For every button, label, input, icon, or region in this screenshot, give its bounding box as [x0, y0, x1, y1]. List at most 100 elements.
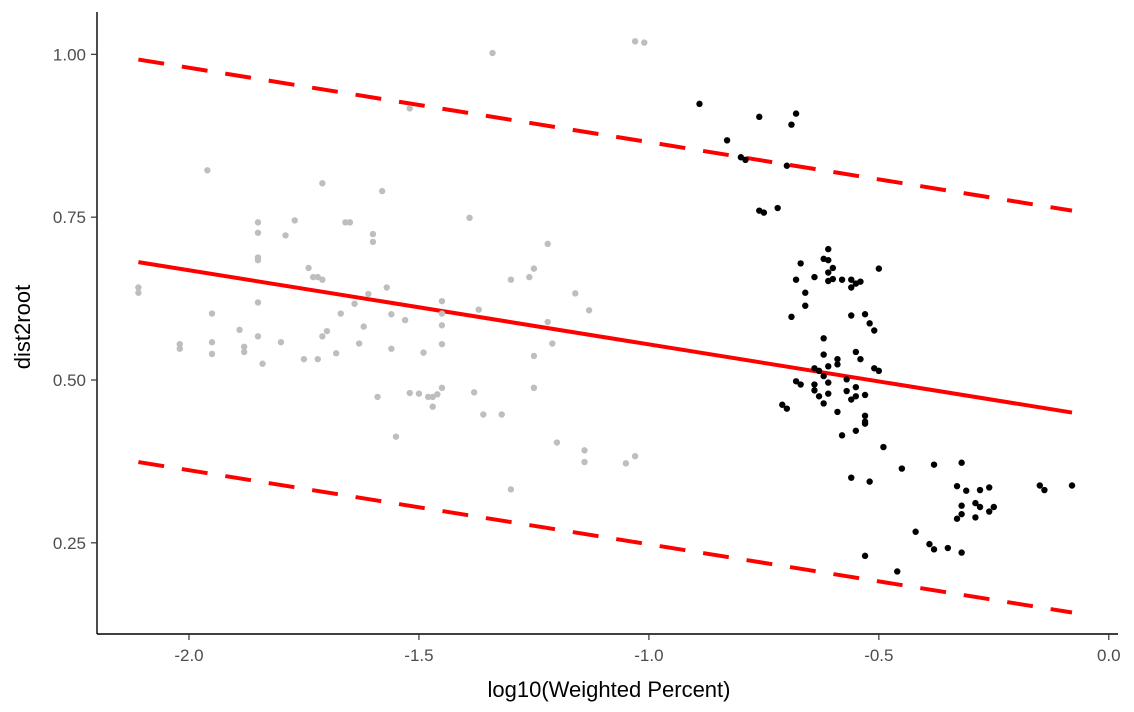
- black-data-point: [788, 121, 795, 128]
- gray-data-point: [319, 333, 326, 340]
- black-data-point: [834, 408, 841, 416]
- black-data-point: [811, 387, 818, 394]
- y-tick-label: 1.00: [53, 45, 86, 64]
- gray-data-point: [337, 310, 344, 317]
- black-data-point: [825, 245, 832, 253]
- gray-data-point: [489, 49, 496, 57]
- black-data-point: [838, 432, 846, 439]
- gray-data-point: [581, 447, 588, 454]
- gray-data-point: [319, 180, 326, 187]
- black-data-point: [953, 515, 961, 522]
- axes: [96, 12, 1118, 635]
- black-data-point: [811, 273, 818, 281]
- gray-data-point: [365, 290, 372, 298]
- x-tick-label: -1.0: [634, 646, 663, 665]
- black-data-point: [820, 335, 827, 342]
- gray-data-point: [176, 340, 183, 348]
- fit-line: [138, 260, 1073, 415]
- black-data-point: [820, 400, 827, 407]
- black-data-point: [930, 546, 938, 553]
- black-data-point: [843, 387, 850, 395]
- black-data-point: [1036, 482, 1044, 489]
- black-data-point: [760, 209, 768, 216]
- black-data-point: [852, 348, 860, 356]
- black-data-point: [742, 156, 749, 164]
- x-tick-label: -0.5: [864, 646, 893, 665]
- gray-data-point: [572, 290, 579, 297]
- gray-data-point: [314, 355, 321, 363]
- black-data-point: [792, 276, 800, 283]
- gray-data-point: [526, 273, 533, 281]
- black-data-point: [825, 390, 832, 397]
- black-data-point: [857, 355, 864, 363]
- gray-data-point: [240, 348, 248, 356]
- black-data-point: [990, 503, 998, 511]
- gray-data-point: [135, 284, 142, 291]
- gray-data-point: [415, 390, 423, 397]
- black-data-point: [848, 284, 855, 291]
- black-data-point: [861, 311, 869, 318]
- gray-data-point: [319, 276, 326, 283]
- gray-data-point: [176, 345, 183, 352]
- black-data-point: [802, 302, 809, 309]
- black-data-point: [866, 478, 873, 485]
- black-data-point: [986, 484, 993, 491]
- gray-data-point: [208, 339, 216, 346]
- black-data-point: [958, 459, 965, 466]
- y-tick-label: 0.25: [53, 534, 86, 553]
- x-tick-label: -1.5: [404, 646, 433, 665]
- gray-data-point: [622, 460, 630, 467]
- black-data-point: [875, 367, 883, 375]
- gray-data-point: [388, 311, 395, 318]
- black-data-point: [880, 443, 887, 451]
- gray-data-point: [369, 238, 377, 246]
- black-data-point: [852, 383, 860, 391]
- gray-data-point: [553, 439, 561, 446]
- black-data-point: [802, 289, 809, 296]
- gray-data-point: [282, 232, 289, 239]
- black-data-point: [783, 162, 791, 169]
- gray-data-point: [360, 323, 367, 330]
- gray-data-point: [378, 187, 386, 195]
- gray-data-point: [429, 403, 436, 410]
- band-line-1: [138, 57, 1073, 213]
- gray-data-point: [254, 333, 262, 340]
- gray-data-point: [309, 273, 317, 281]
- gray-data-point: [204, 167, 211, 174]
- gray-data-point: [507, 486, 515, 493]
- black-data-point: [820, 351, 827, 358]
- gray-data-point: [305, 264, 312, 272]
- black-data-point: [875, 265, 883, 272]
- black-data-point: [774, 204, 781, 212]
- black-data-point: [834, 355, 841, 363]
- gray-data-point: [355, 340, 363, 347]
- gray-data-point: [208, 350, 216, 358]
- black-data-point: [930, 461, 938, 468]
- gray-data-point: [236, 326, 243, 334]
- black-data-point: [829, 264, 837, 272]
- gray-data-point: [254, 299, 262, 306]
- gray-data-point: [470, 389, 478, 396]
- gray-data-point: [342, 219, 349, 226]
- gray-data-point: [383, 284, 390, 291]
- gray-data-point: [631, 452, 639, 460]
- y-tick-label: 0.75: [53, 208, 86, 227]
- gray-data-point: [369, 230, 377, 238]
- black-data-point: [829, 275, 837, 283]
- black-data-point: [976, 486, 984, 494]
- black-data-point: [848, 312, 855, 319]
- black-data-point: [788, 313, 795, 321]
- black-data-point: [1041, 486, 1048, 494]
- black-data-point: [986, 508, 993, 515]
- black-points: [696, 100, 1076, 575]
- black-data-point: [1068, 482, 1076, 489]
- gray-data-point: [549, 340, 556, 347]
- gray-data-point: [530, 352, 538, 360]
- black-data-point: [825, 269, 832, 276]
- gray-data-point: [420, 349, 427, 356]
- black-data-point: [815, 367, 823, 375]
- gray-data-point: [401, 316, 409, 324]
- gray-data-point: [480, 411, 487, 418]
- gray-data-point: [438, 310, 446, 317]
- x-ticks: -2.0 -1.5 -1.0 -0.5 0.0: [174, 634, 1121, 665]
